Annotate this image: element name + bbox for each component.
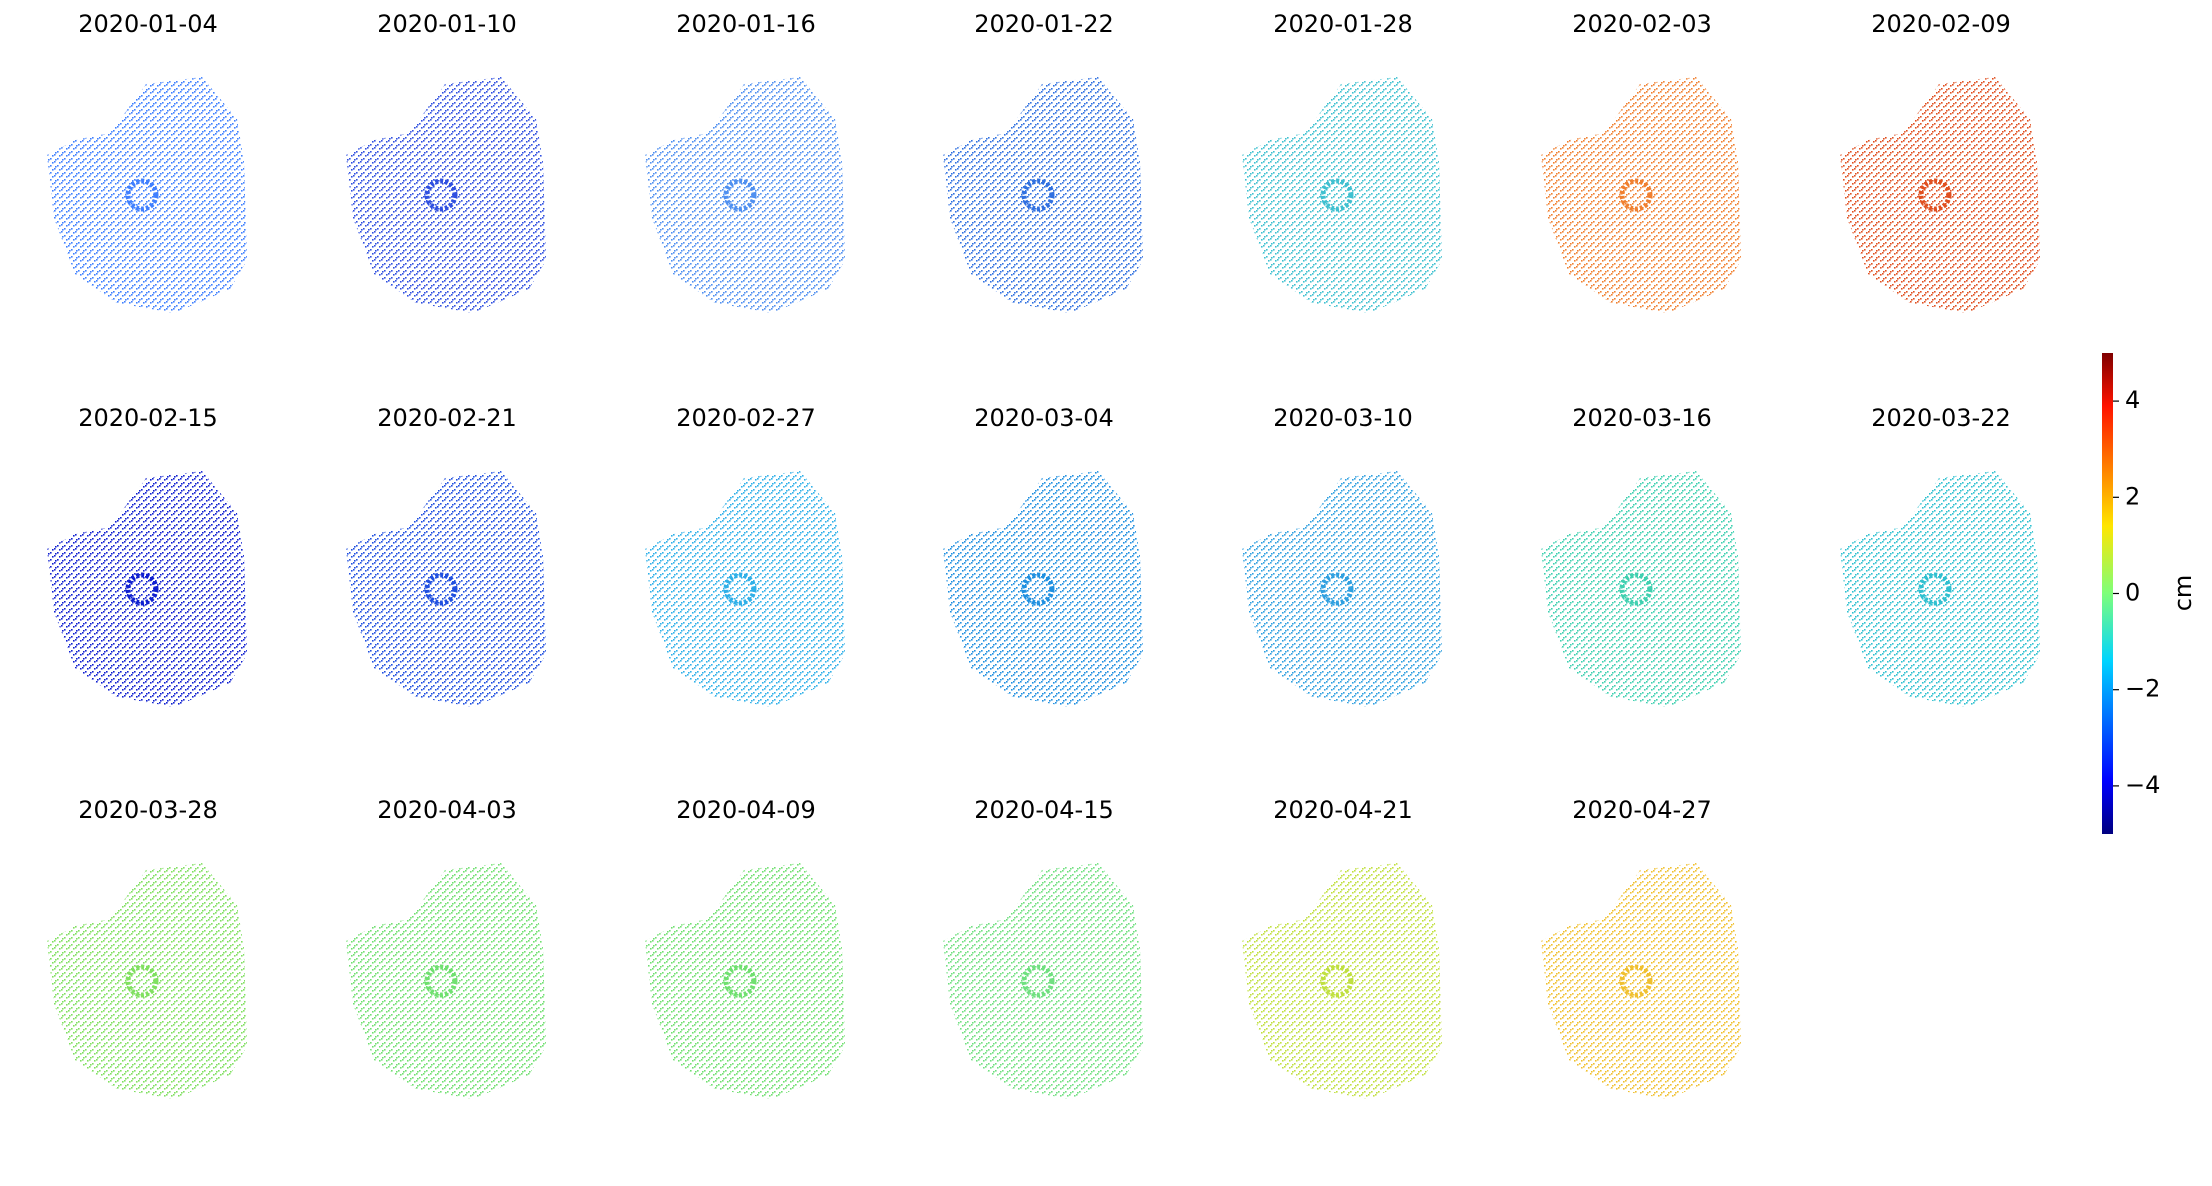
map-panel — [645, 77, 845, 313]
panel-title: 2020-03-10 — [1273, 404, 1412, 432]
panel-title: 2020-04-15 — [974, 796, 1113, 824]
panel-title: 2020-03-28 — [78, 796, 217, 824]
map-panel — [943, 77, 1143, 313]
colorbar — [2102, 353, 2113, 834]
map-panel — [1541, 77, 1741, 313]
panel-title: 2020-03-22 — [1871, 404, 2010, 432]
map-panel — [645, 863, 845, 1099]
map-panel — [1541, 471, 1741, 707]
map-panel — [346, 77, 546, 313]
map-panel — [943, 471, 1143, 707]
map-panel — [1242, 471, 1442, 707]
colorbar-tick-label: 0 — [2125, 579, 2140, 607]
map-panel — [47, 863, 247, 1099]
panel-title: 2020-04-09 — [676, 796, 815, 824]
panel-title: 2020-01-16 — [676, 10, 815, 38]
panel-title: 2020-02-21 — [377, 404, 516, 432]
colorbar-tick-label: −4 — [2125, 771, 2160, 799]
map-panel — [645, 471, 845, 707]
panel-title: 2020-02-03 — [1572, 10, 1711, 38]
panel-title: 2020-02-09 — [1871, 10, 2010, 38]
map-panel — [346, 471, 546, 707]
panel-title: 2020-02-15 — [78, 404, 217, 432]
map-panel — [1541, 863, 1741, 1099]
colorbar-tick-label: −2 — [2125, 675, 2160, 703]
colorbar-tick-label: 2 — [2125, 482, 2140, 510]
colorbar-tick-label: 4 — [2125, 386, 2140, 414]
map-panel — [1242, 863, 1442, 1099]
panel-title: 2020-03-16 — [1572, 404, 1711, 432]
panel-title: 2020-01-10 — [377, 10, 516, 38]
panel-title: 2020-01-22 — [974, 10, 1113, 38]
map-panel — [1242, 77, 1442, 313]
map-panel — [1840, 471, 2040, 707]
map-panel — [1840, 77, 2040, 313]
colorbar-label: cm — [2169, 575, 2197, 612]
map-panel — [47, 471, 247, 707]
panel-title: 2020-01-04 — [78, 10, 217, 38]
panel-title: 2020-01-28 — [1273, 10, 1412, 38]
map-panel — [47, 77, 247, 313]
panel-title: 2020-02-27 — [676, 404, 815, 432]
panel-title: 2020-04-03 — [377, 796, 516, 824]
panel-title: 2020-04-21 — [1273, 796, 1412, 824]
map-panel — [943, 863, 1143, 1099]
panel-title: 2020-04-27 — [1572, 796, 1711, 824]
panel-title: 2020-03-04 — [974, 404, 1113, 432]
map-panel — [346, 863, 546, 1099]
